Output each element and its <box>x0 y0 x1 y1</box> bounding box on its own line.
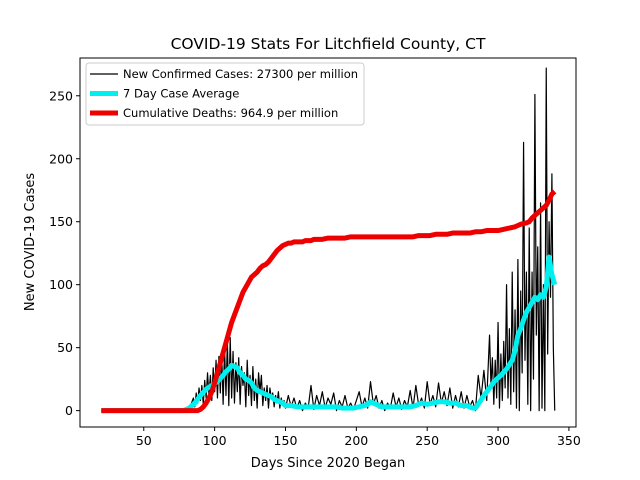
x-tick-label: 100 <box>203 433 227 448</box>
y-axis-ticks: 0 50 100 150 200 250 <box>49 88 80 418</box>
x-tick-label: 300 <box>486 433 510 448</box>
x-tick-label: 250 <box>415 433 439 448</box>
legend-box <box>85 62 365 126</box>
y-tick-label: 50 <box>57 340 73 355</box>
y-axis-label: New COVID-19 Cases <box>23 173 38 311</box>
y-tick-label: 150 <box>49 214 73 229</box>
chart-title: COVID-19 Stats For Litchfield County, CT <box>171 35 486 53</box>
x-axis-label: Days Since 2020 Began <box>251 456 406 471</box>
x-tick-label: 200 <box>344 433 368 448</box>
y-tick-label: 0 <box>65 403 73 418</box>
legend-label-3: Cumulative Deaths: 964.9 per million <box>123 106 338 120</box>
x-tick-label: 50 <box>136 433 152 448</box>
legend-label-2: 7 Day Case Average <box>123 87 239 101</box>
series-line-2 <box>101 254 558 414</box>
y-tick-label: 200 <box>49 151 73 166</box>
series-layer <box>101 67 558 414</box>
y-tick-label: 250 <box>49 88 73 103</box>
axes-frame <box>79 57 577 428</box>
y-tick-label: 100 <box>49 277 73 292</box>
x-tick-label: 350 <box>557 433 581 448</box>
legend-label-1: New Confirmed Cases: 27300 per million <box>123 67 358 81</box>
x-tick-label: 150 <box>274 433 298 448</box>
legend: New Confirmed Cases: 27300 per million 7 … <box>85 62 365 126</box>
series-line-3 <box>101 189 557 414</box>
x-axis-ticks: 50 100 150 200 250 300 350 <box>136 427 581 448</box>
